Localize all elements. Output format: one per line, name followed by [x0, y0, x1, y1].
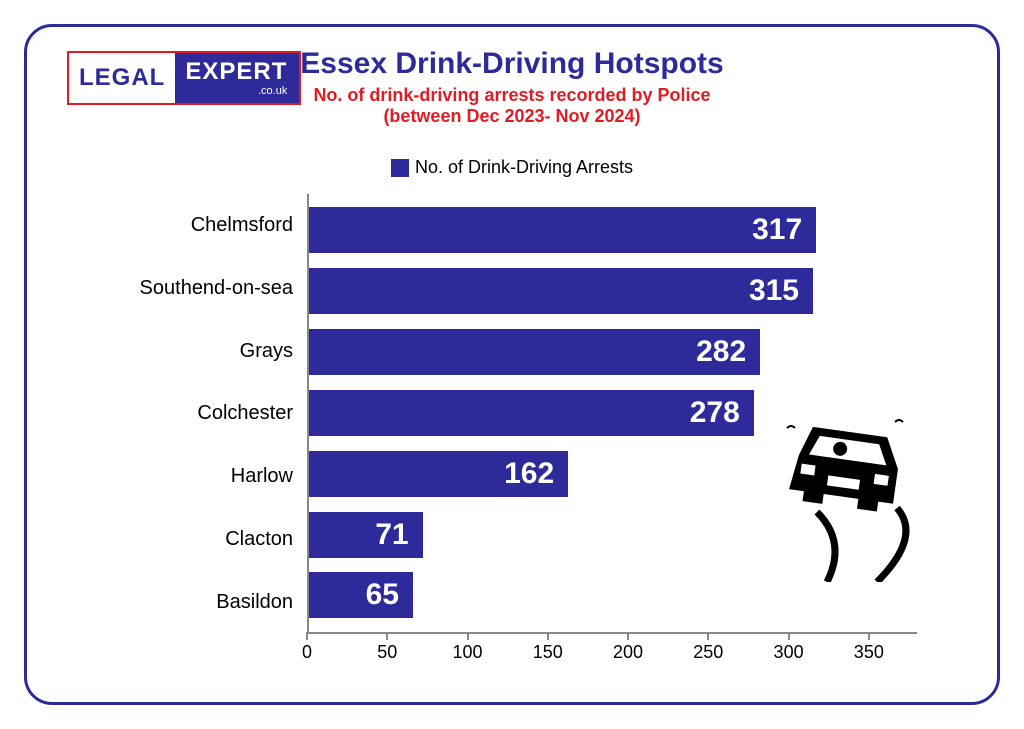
category-label: Basildon — [107, 591, 293, 614]
legend-label: No. of Drink-Driving Arrests — [415, 157, 633, 177]
x-tick-mark — [547, 632, 549, 640]
x-tick-label: 100 — [452, 642, 482, 663]
category-label: Grays — [107, 340, 293, 363]
x-tick-label: 50 — [377, 642, 397, 663]
x-tick-mark — [707, 632, 709, 640]
bar: 278 — [309, 390, 754, 436]
x-tick-mark — [386, 632, 388, 640]
x-tick-mark — [627, 632, 629, 640]
x-tick-mark — [788, 632, 790, 640]
legend: No. of Drink-Driving Arrests — [67, 157, 957, 178]
category-label: Harlow — [107, 465, 293, 488]
x-tick-label: 200 — [613, 642, 643, 663]
x-tick-mark — [868, 632, 870, 640]
bar: 315 — [309, 268, 813, 314]
car-skid-icon — [767, 412, 937, 582]
bar: 71 — [309, 512, 423, 558]
category-label: Colchester — [107, 402, 293, 425]
category-label: Southend-on-sea — [107, 277, 293, 300]
category-label: Clacton — [107, 528, 293, 551]
logo-right-text: EXPERT .co.uk — [175, 53, 299, 103]
logo-sub-text: .co.uk — [258, 86, 287, 97]
x-axis: 050100150200250300350 — [307, 634, 917, 664]
bar: 65 — [309, 572, 413, 618]
logo-left-text: LEGAL — [69, 53, 175, 103]
chart-subtitle-2: (between Dec 2023- Nov 2024) — [67, 106, 957, 127]
bar: 317 — [309, 207, 816, 253]
x-tick-label: 150 — [533, 642, 563, 663]
x-tick-mark — [467, 632, 469, 640]
x-tick-label: 300 — [774, 642, 804, 663]
x-tick-label: 0 — [302, 642, 312, 663]
x-tick-mark — [306, 632, 308, 640]
x-tick-label: 250 — [693, 642, 723, 663]
legend-swatch — [391, 159, 409, 177]
chart-card: LEGAL EXPERT .co.uk Essex Drink-Driving … — [24, 24, 1000, 705]
category-label: Chelmsford — [107, 214, 293, 237]
y-axis-labels: Chelmsford Southend-on-sea Grays Colchester… — [107, 194, 307, 634]
x-tick-label: 350 — [854, 642, 884, 663]
logo-right-main: EXPERT — [185, 60, 287, 84]
brand-logo: LEGAL EXPERT .co.uk — [67, 51, 301, 105]
bar: 282 — [309, 329, 760, 375]
bar: 162 — [309, 451, 568, 497]
